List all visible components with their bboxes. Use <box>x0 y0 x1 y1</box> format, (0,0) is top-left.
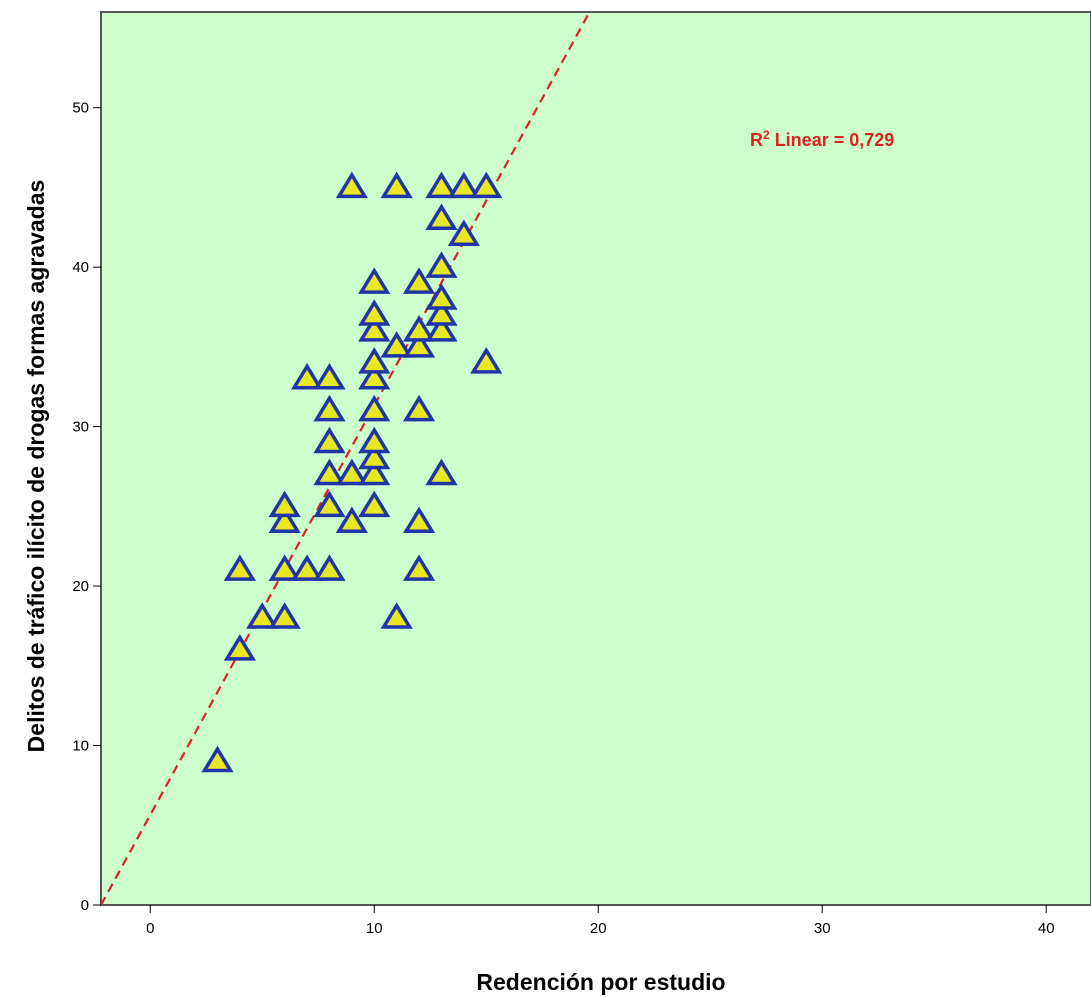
data-point <box>335 171 368 199</box>
fit-line-group <box>101 12 591 905</box>
data-point <box>402 267 436 294</box>
data-point <box>380 602 413 629</box>
r2-annotation: R2 Linear = 0,729 <box>750 128 894 150</box>
y-tick-label: 50 <box>72 100 89 117</box>
data-point <box>470 347 503 374</box>
data-point <box>290 362 324 390</box>
data-point <box>380 171 413 199</box>
data-point <box>313 458 346 486</box>
data-point <box>313 394 346 422</box>
data-point <box>425 315 458 342</box>
data-points <box>201 171 503 773</box>
data-point <box>313 490 346 518</box>
y-tick-label: 20 <box>72 578 89 595</box>
data-point <box>358 267 391 294</box>
data-point <box>313 362 346 390</box>
data-point <box>268 554 301 581</box>
data-point <box>201 745 234 773</box>
data-point <box>246 602 279 629</box>
data-point <box>358 442 391 470</box>
data-point <box>268 602 301 629</box>
data-point <box>313 554 346 581</box>
x-axis-title: Redención por estudio <box>476 969 725 995</box>
y-axis: 0 10 20 30 40 50 <box>72 100 101 914</box>
data-point <box>402 394 436 422</box>
data-point <box>425 299 458 326</box>
data-point <box>402 331 436 358</box>
x-tick-label: 20 <box>590 920 607 937</box>
data-point <box>358 315 391 342</box>
x-tick-label: 0 <box>146 920 154 937</box>
data-point <box>358 394 391 422</box>
data-point <box>268 490 301 518</box>
y-axis-title: Delitos de tráfico ilícito de drogas for… <box>23 180 49 753</box>
y-tick-label: 10 <box>72 738 89 755</box>
data-point <box>402 554 436 581</box>
data-point <box>358 458 391 486</box>
data-point <box>223 554 256 581</box>
data-point <box>380 331 413 358</box>
data-point <box>425 458 458 486</box>
data-point <box>425 283 458 310</box>
data-point <box>447 219 480 246</box>
data-point <box>335 506 368 534</box>
fit-line <box>101 12 591 905</box>
data-point <box>470 171 503 199</box>
x-tick-label: 40 <box>1038 920 1055 937</box>
y-tick-label: 30 <box>72 419 89 436</box>
y-tick-label: 40 <box>72 259 89 276</box>
data-point <box>402 506 436 534</box>
x-tick-label: 30 <box>814 920 831 937</box>
data-point <box>335 458 368 486</box>
data-point <box>313 426 346 454</box>
data-point <box>425 251 458 278</box>
data-point <box>268 506 301 534</box>
data-point <box>402 315 436 342</box>
data-point <box>358 490 391 518</box>
data-point <box>358 347 391 374</box>
data-point <box>425 203 458 231</box>
data-point <box>358 299 391 326</box>
y-tick-label: 0 <box>81 897 89 914</box>
data-point <box>447 171 480 199</box>
data-point <box>358 426 391 454</box>
data-point <box>290 554 324 581</box>
x-tick-label: 10 <box>366 920 383 937</box>
plot-area <box>100 11 1091 906</box>
data-point <box>223 634 256 661</box>
data-point <box>358 362 391 390</box>
x-axis: 0 10 20 30 40 <box>146 905 1055 937</box>
data-point <box>425 171 458 199</box>
